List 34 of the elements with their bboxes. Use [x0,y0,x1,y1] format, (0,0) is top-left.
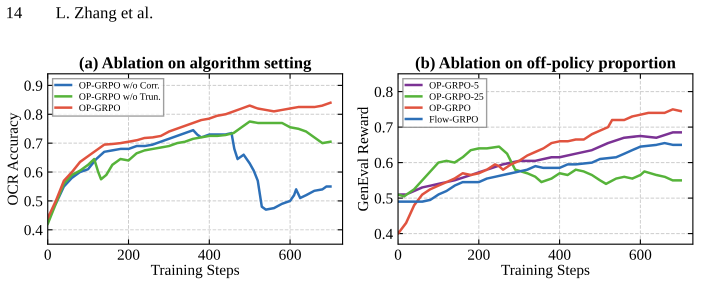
x-tick-label: 600 [279,250,301,260]
y-tick-label: 0.7 [24,138,42,149]
legend-label: OP-GRPO [79,104,120,112]
y-axis-title: OCR Accuracy [8,112,21,205]
y-tick-label: 0.8 [24,109,42,120]
legend-label: OP-GRPO [430,104,470,112]
x-tick-label: 200 [468,250,490,260]
x-tick-label: 200 [118,250,140,260]
y-tick-label: 0.5 [24,196,42,206]
legend-label: OP-GRPO-5 [430,82,478,89]
x-axis-title: Training Steps [501,264,590,278]
x-tick-label: 400 [548,250,570,260]
y-tick-label: 0.6 [24,167,42,178]
text: 14 L. Zhang et al. [7,6,152,22]
y-tick-label: 0.4 [374,228,393,240]
y-tick-label: 0.6 [374,158,393,168]
x-tick-label: 600 [630,250,652,260]
x-axis-title: Training Steps [150,264,240,278]
y-tick-label: 0.4 [24,224,43,236]
y-tick-label: 0.9 [24,80,42,91]
x-tick-label: 0 [394,250,402,260]
y-tick-label: 0.7 [374,122,393,133]
y-tick-label: 0.5 [374,193,393,204]
chart-title: (b) Ablation on off-policy proportion [416,56,676,72]
legend-label: OP-GRPO w/o Corr. [79,82,159,89]
legend-label: Flow-GRPO [429,116,478,122]
chart-title: (a) Ablation on algorithm setting [80,56,312,72]
y-tick-label: 0.8 [374,86,393,98]
x-tick-label: 0 [44,250,51,260]
x-tick-label: 400 [198,250,220,260]
legend-label: OP-GRPO-25 [430,93,484,100]
line-series [48,101,332,220]
y-axis-title: GenEval Reward [357,106,368,211]
legend-label: OP-GRPO w/o Trun. [79,93,160,100]
